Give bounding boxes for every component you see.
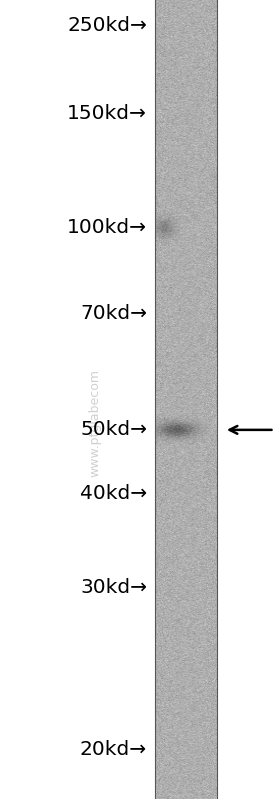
Text: 40kd→: 40kd→ (80, 484, 147, 503)
Text: www.ptglabecom: www.ptglabecom (89, 369, 102, 478)
Text: 100kd→: 100kd→ (67, 218, 147, 237)
Text: 50kd→: 50kd→ (80, 420, 147, 439)
Text: 30kd→: 30kd→ (80, 578, 147, 597)
Text: 70kd→: 70kd→ (80, 304, 147, 323)
Text: 150kd→: 150kd→ (67, 104, 147, 123)
Text: 250kd→: 250kd→ (67, 16, 147, 35)
Text: 20kd→: 20kd→ (80, 740, 147, 759)
